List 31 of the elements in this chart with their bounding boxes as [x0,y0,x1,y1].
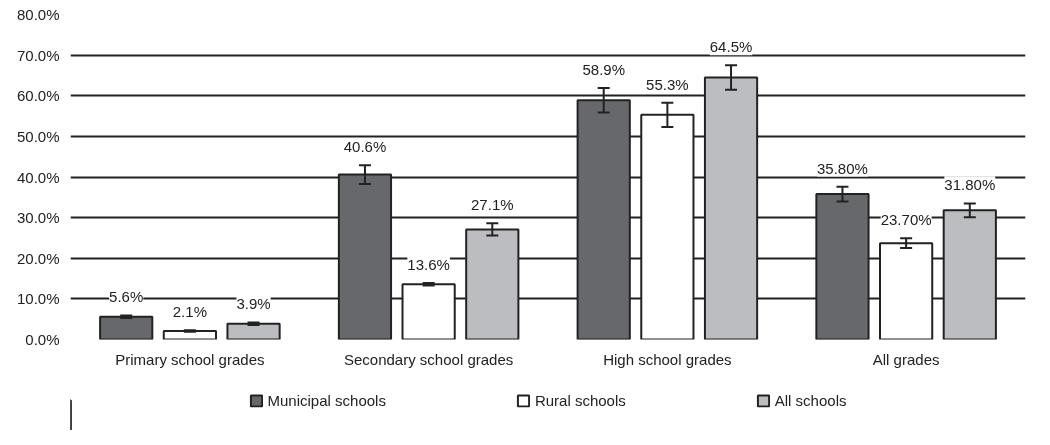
data-label: 3.9% [236,295,271,313]
x-tick-label: Secondary school grades [343,350,514,368]
data-label: 35.80% [817,159,868,177]
data-label: 5.6% [109,288,144,306]
y-tick-label: 70.0% [16,46,60,64]
legend-label: Rural schools [534,391,626,409]
data-label: 40.6% [343,138,387,156]
data-label: 13.6% [407,255,450,273]
x-tick-label: High school grades [603,350,732,368]
data-label: 64.5% [709,38,753,56]
data-label: 2.1% [172,303,207,320]
data-label: 58.9% [582,60,625,78]
legend-label: All schools [774,391,847,409]
y-tick-label: 80.0% [16,6,60,23]
data-label: 31.80% [944,176,996,194]
bar [226,322,281,340]
data-label: 23.70% [880,211,932,229]
y-tick-label: 20.0% [16,249,60,267]
y-tick-label: 40.0% [16,168,60,186]
bar [162,329,217,340]
x-tick-label: All grades [872,350,940,368]
data-label: 55.3% [646,75,689,93]
data-label: 27.1% [471,196,514,214]
bar [99,315,154,340]
y-tick-label: 60.0% [16,87,60,105]
x-tick-label: Primary school grades [115,350,265,368]
y-tick-label: 30.0% [16,209,60,227]
y-tick-label: 0.0% [25,331,60,348]
legend-label: Municipal schools [267,391,386,409]
y-tick-label: 50.0% [16,127,60,145]
y-tick-label: 10.0% [16,290,60,308]
